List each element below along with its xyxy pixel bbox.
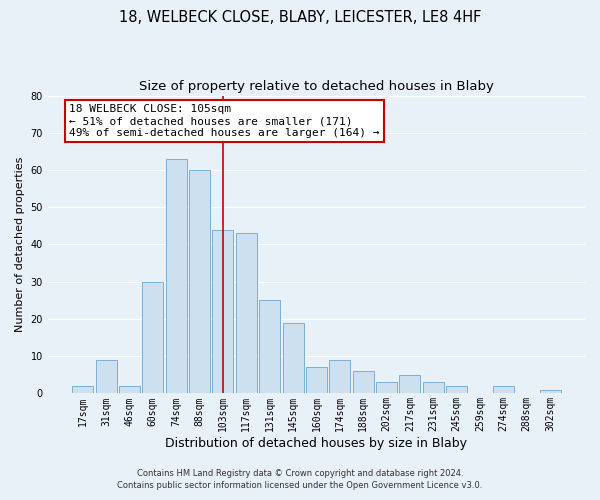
Bar <box>142 282 163 394</box>
Bar <box>283 322 304 394</box>
Bar <box>329 360 350 394</box>
Bar <box>306 368 327 394</box>
Bar <box>212 230 233 394</box>
Bar <box>236 234 257 394</box>
Text: 18 WELBECK CLOSE: 105sqm
← 51% of detached houses are smaller (171)
49% of semi-: 18 WELBECK CLOSE: 105sqm ← 51% of detach… <box>69 104 380 138</box>
Text: Contains HM Land Registry data © Crown copyright and database right 2024.
Contai: Contains HM Land Registry data © Crown c… <box>118 469 482 490</box>
Bar <box>376 382 397 394</box>
Text: 18, WELBECK CLOSE, BLABY, LEICESTER, LE8 4HF: 18, WELBECK CLOSE, BLABY, LEICESTER, LE8… <box>119 10 481 25</box>
Bar <box>95 360 116 394</box>
Bar <box>539 390 560 394</box>
Title: Size of property relative to detached houses in Blaby: Size of property relative to detached ho… <box>139 80 494 93</box>
Bar <box>259 300 280 394</box>
Bar <box>423 382 444 394</box>
Bar <box>166 159 187 394</box>
Y-axis label: Number of detached properties: Number of detached properties <box>15 157 25 332</box>
Bar <box>353 371 374 394</box>
X-axis label: Distribution of detached houses by size in Blaby: Distribution of detached houses by size … <box>166 437 467 450</box>
Bar <box>72 386 93 394</box>
Bar <box>493 386 514 394</box>
Bar <box>119 386 140 394</box>
Bar <box>189 170 210 394</box>
Bar <box>446 386 467 394</box>
Bar <box>400 375 421 394</box>
